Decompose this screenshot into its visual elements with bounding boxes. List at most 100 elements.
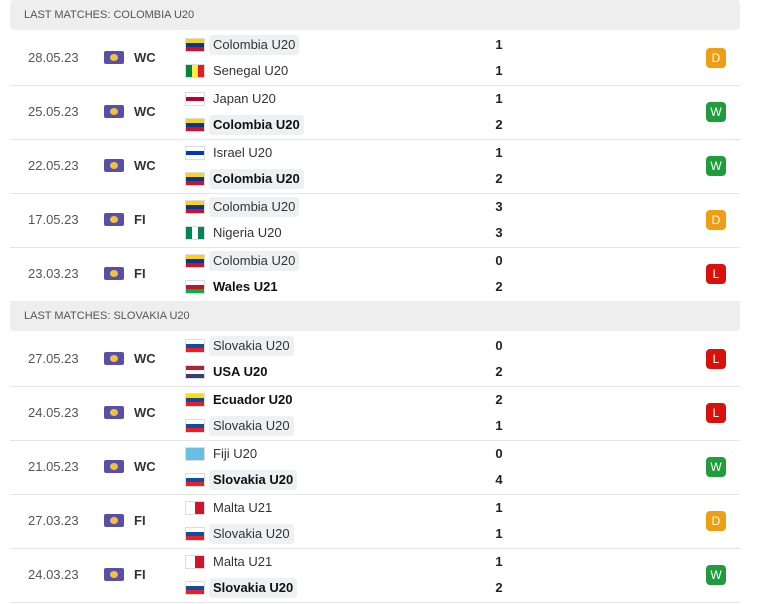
team-name[interactable]: USA U20 [213, 364, 268, 379]
team-name[interactable]: Colombia U20 [209, 35, 300, 55]
team-score: 4 [495, 472, 503, 487]
team-flag [186, 340, 204, 352]
team-name[interactable]: Japan U20 [213, 91, 276, 106]
match-date: 27.05.23 [28, 351, 79, 366]
team-score: 1 [495, 418, 503, 433]
team-flag [186, 528, 204, 540]
competition-icon [104, 51, 124, 64]
team-flag [186, 474, 204, 486]
team-score: 0 [495, 446, 503, 461]
competition-icon [104, 159, 124, 172]
team-score: 1 [495, 500, 503, 515]
team-name[interactable]: Nigeria U20 [213, 225, 282, 240]
team-flag [186, 366, 204, 378]
team-name[interactable]: Malta U21 [213, 500, 273, 515]
team-name[interactable]: Fiji U20 [213, 446, 258, 461]
team-name[interactable]: Colombia U20 [209, 169, 304, 189]
match-date: 21.05.23 [28, 459, 79, 474]
match-row[interactable]: 25.05.23 WC Japan U20 1 Colombia U20 2 W [10, 85, 740, 140]
competition-icon [104, 406, 124, 419]
result-badge: W [706, 102, 726, 122]
team-name[interactable]: Slovakia U20 [209, 416, 294, 436]
competition: FI [134, 513, 146, 528]
team-flag [186, 65, 204, 77]
competition-icon [104, 352, 124, 365]
competition: FI [134, 212, 146, 227]
team-name[interactable]: Wales U21 [213, 279, 278, 294]
team-name[interactable]: Senegal U20 [213, 63, 289, 78]
match-row[interactable]: 27.05.23 WC Slovakia U20 0 USA U20 2 L [10, 332, 740, 387]
team-score: 2 [495, 364, 503, 379]
result-badge: W [706, 565, 726, 585]
competition-icon [104, 514, 124, 527]
result-badge: D [706, 210, 726, 230]
competition-icon [104, 105, 124, 118]
team-score: 1 [495, 91, 503, 106]
competition: WC [134, 351, 156, 366]
match-row[interactable]: 23.03.23 FI Colombia U20 0 Wales U21 2 L [10, 247, 740, 302]
team-flag [186, 448, 204, 460]
team-name[interactable]: Slovakia U20 [209, 524, 294, 544]
team-name[interactable]: Colombia U20 [209, 251, 300, 271]
team-flag [186, 502, 204, 514]
team-score: 2 [495, 171, 503, 186]
team-name[interactable]: Colombia U20 [209, 197, 300, 217]
team-name[interactable]: Slovakia U20 [209, 336, 294, 356]
match-row[interactable]: 27.03.23 FI Malta U21 1 Slovakia U20 1 D [10, 494, 740, 549]
team-flag [186, 556, 204, 568]
result-badge: D [706, 511, 726, 531]
competition: WC [134, 158, 156, 173]
team-score: 1 [495, 554, 503, 569]
match-row[interactable]: 28.05.23 WC Colombia U20 1 Senegal U20 1 D [10, 31, 740, 86]
section-header: LAST MATCHES: COLOMBIA U20 [10, 0, 740, 30]
match-date: 28.05.23 [28, 50, 79, 65]
match-row[interactable]: 21.05.23 WC Fiji U20 0 Slovakia U20 4 W [10, 440, 740, 495]
match-date: 27.03.23 [28, 513, 79, 528]
competition: WC [134, 50, 156, 65]
team-flag [186, 119, 204, 131]
team-flag [186, 201, 204, 213]
team-score: 2 [495, 117, 503, 132]
team-flag [186, 255, 204, 267]
competition: FI [134, 266, 146, 281]
competition: WC [134, 104, 156, 119]
competition-icon [104, 460, 124, 473]
competition-icon [104, 267, 124, 280]
competition: WC [134, 405, 156, 420]
competition-icon [104, 213, 124, 226]
team-score: 0 [495, 253, 503, 268]
result-badge: D [706, 48, 726, 68]
match-row[interactable]: 24.05.23 WC Ecuador U20 2 Slovakia U20 1 L [10, 386, 740, 441]
competition-icon [104, 568, 124, 581]
team-flag [186, 147, 204, 159]
team-flag [186, 281, 204, 293]
team-score: 1 [495, 145, 503, 160]
team-score: 1 [495, 526, 503, 541]
team-score: 1 [495, 63, 503, 78]
team-score: 2 [495, 580, 503, 595]
team-name[interactable]: Ecuador U20 [213, 392, 293, 407]
team-flag [186, 173, 204, 185]
competition: WC [134, 459, 156, 474]
match-date: 22.05.23 [28, 158, 79, 173]
team-name[interactable]: Slovakia U20 [209, 578, 298, 598]
match-row[interactable]: 22.05.23 WC Israel U20 1 Colombia U20 2 W [10, 139, 740, 194]
match-date: 25.05.23 [28, 104, 79, 119]
team-name[interactable]: Slovakia U20 [209, 470, 298, 490]
result-badge: W [706, 457, 726, 477]
match-date: 23.03.23 [28, 266, 79, 281]
team-name[interactable]: Malta U21 [213, 554, 273, 569]
team-name[interactable]: Israel U20 [213, 145, 273, 160]
team-flag [186, 227, 204, 239]
team-flag [186, 39, 204, 51]
team-score: 3 [495, 199, 503, 214]
team-score: 2 [495, 279, 503, 294]
team-score: 0 [495, 338, 503, 353]
team-name[interactable]: Colombia U20 [209, 115, 304, 135]
team-flag [186, 394, 204, 406]
match-row[interactable]: 17.05.23 FI Colombia U20 3 Nigeria U20 3 D [10, 193, 740, 248]
match-row[interactable]: 24.03.23 FI Malta U21 1 Slovakia U20 2 W [10, 548, 740, 603]
team-flag [186, 420, 204, 432]
match-date: 24.03.23 [28, 567, 79, 582]
competition: FI [134, 567, 146, 582]
